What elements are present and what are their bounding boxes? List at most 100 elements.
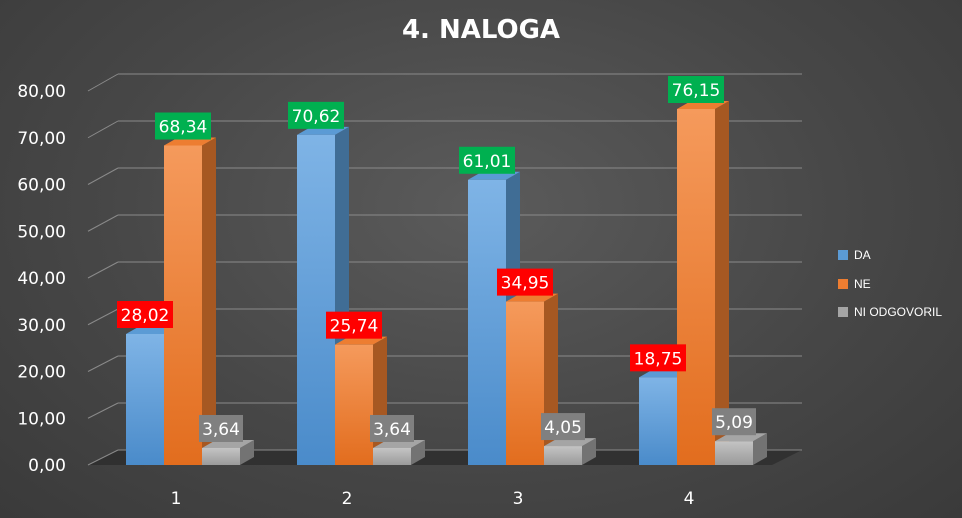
y-tick-label: 40,00 (17, 269, 66, 289)
legend-swatch (838, 279, 848, 289)
bars (126, 100, 767, 465)
data-label-text: 3,64 (373, 420, 411, 440)
bar-front (715, 441, 753, 465)
data-label-text: 70,62 (292, 107, 341, 127)
data-label: 28,02 (117, 301, 173, 329)
data-label-box (288, 101, 344, 129)
bar-front (373, 447, 411, 465)
x-tick-label: 4 (684, 489, 695, 509)
data-label-box (497, 268, 553, 296)
data-label-text: 61,01 (463, 152, 512, 172)
data-label-box (155, 112, 211, 140)
legend-swatch (838, 307, 848, 317)
bar-front (639, 377, 677, 465)
data-label-box (712, 408, 756, 436)
bar-side (582, 438, 596, 465)
bar-ni-odgovoril-2 (373, 439, 425, 465)
data-label: 25,74 (326, 311, 382, 339)
data-labels: 28,02 68,34 3,64 70,62 25,74 3,64 61,01 34,95 4,… (117, 75, 756, 442)
y-tick-label: 20,00 (17, 363, 66, 383)
x-tick-label: 3 (513, 489, 524, 509)
gridline-side (87, 402, 119, 419)
data-label-text: 18,75 (634, 349, 683, 369)
bar-front (202, 447, 240, 465)
gridline-side (87, 214, 119, 232)
data-label: 70,62 (288, 101, 344, 129)
bar-front (297, 134, 335, 465)
bar-front (335, 344, 373, 465)
data-label-text: 34,95 (501, 274, 550, 294)
bar-front (544, 446, 582, 465)
data-label: 61,01 (459, 146, 515, 174)
legend-item-ni-odgovoril: NI ODGOVORIL (838, 305, 942, 319)
data-label-text: 3,64 (202, 420, 240, 440)
legend-item-ne: NE (838, 277, 871, 291)
data-label-text: 28,02 (121, 306, 170, 326)
bar-ne-2 (335, 336, 387, 465)
bar-side (753, 433, 767, 465)
data-label: 3,64 (370, 414, 414, 442)
y-tick-label: 30,00 (17, 316, 66, 336)
chart-title: 4. NALOGA (402, 15, 560, 45)
gridline-side (87, 261, 119, 279)
x-tick-label: 1 (171, 489, 182, 509)
data-label: 18,75 (630, 344, 686, 372)
data-label: 5,09 (712, 408, 756, 436)
x-tick-label: 2 (342, 489, 353, 509)
data-label-box (117, 301, 173, 329)
y-tick-label: 60,00 (17, 176, 66, 196)
bar-front (506, 301, 544, 465)
y-tick-label: 10,00 (17, 409, 66, 429)
gridline-side (87, 355, 119, 372)
bar-ni-odgovoril-1 (202, 439, 254, 465)
gridline-side (87, 449, 119, 466)
legend-item-da: DA (838, 248, 871, 262)
floor (88, 450, 802, 465)
data-label: 4,05 (541, 413, 585, 441)
legend-label: DA (854, 248, 871, 262)
y-tick-label: 70,00 (17, 129, 66, 149)
y-tick-label: 80,00 (17, 82, 66, 102)
bar-front (468, 179, 506, 465)
x-axis-tick-labels: 1 2 3 4 (171, 489, 695, 509)
data-label: 34,95 (497, 268, 553, 296)
bar-side (411, 439, 425, 465)
y-tick-label: 50,00 (17, 222, 66, 242)
bar-front (677, 108, 715, 465)
bar-front (126, 334, 164, 465)
legend-swatch (838, 250, 848, 260)
bar-ni-odgovoril-4 (715, 433, 767, 465)
data-label-box (199, 414, 243, 442)
data-label-box (630, 344, 686, 372)
data-label: 76,15 (668, 75, 724, 103)
legend: DA NE NI ODGOVORIL (838, 248, 942, 319)
bar-ne-4 (677, 100, 729, 465)
data-label-text: 5,09 (715, 413, 753, 433)
data-label-box (326, 311, 382, 339)
data-label: 3,64 (199, 414, 243, 442)
bar-side (202, 137, 216, 465)
bar-ni-odgovoril-3 (544, 438, 596, 465)
y-tick-label: 0,00 (28, 456, 66, 476)
data-label-text: 4,05 (544, 418, 582, 438)
gridline-side (87, 120, 119, 139)
gridline-side (87, 73, 119, 92)
legend-label: NI ODGOVORIL (854, 305, 942, 319)
data-label-box (370, 414, 414, 442)
chart-walls (88, 450, 802, 465)
data-label-box (459, 146, 515, 174)
data-label-text: 25,74 (330, 317, 379, 337)
data-label-box (668, 75, 724, 103)
data-label: 68,34 (155, 112, 211, 140)
legend-label: NE (854, 277, 871, 291)
bar-ne-1 (164, 137, 216, 465)
bar-side (240, 439, 254, 465)
bar-side (715, 100, 729, 465)
y-axis-tick-labels: 0,00 10,00 20,00 30,00 40,00 50,00 60,00 70,00 8… (17, 82, 66, 476)
data-label-text: 76,15 (672, 81, 721, 101)
data-label-box (541, 413, 585, 441)
gridline-side (87, 167, 119, 185)
gridline-side (87, 308, 119, 326)
data-label-text: 68,34 (159, 118, 208, 138)
